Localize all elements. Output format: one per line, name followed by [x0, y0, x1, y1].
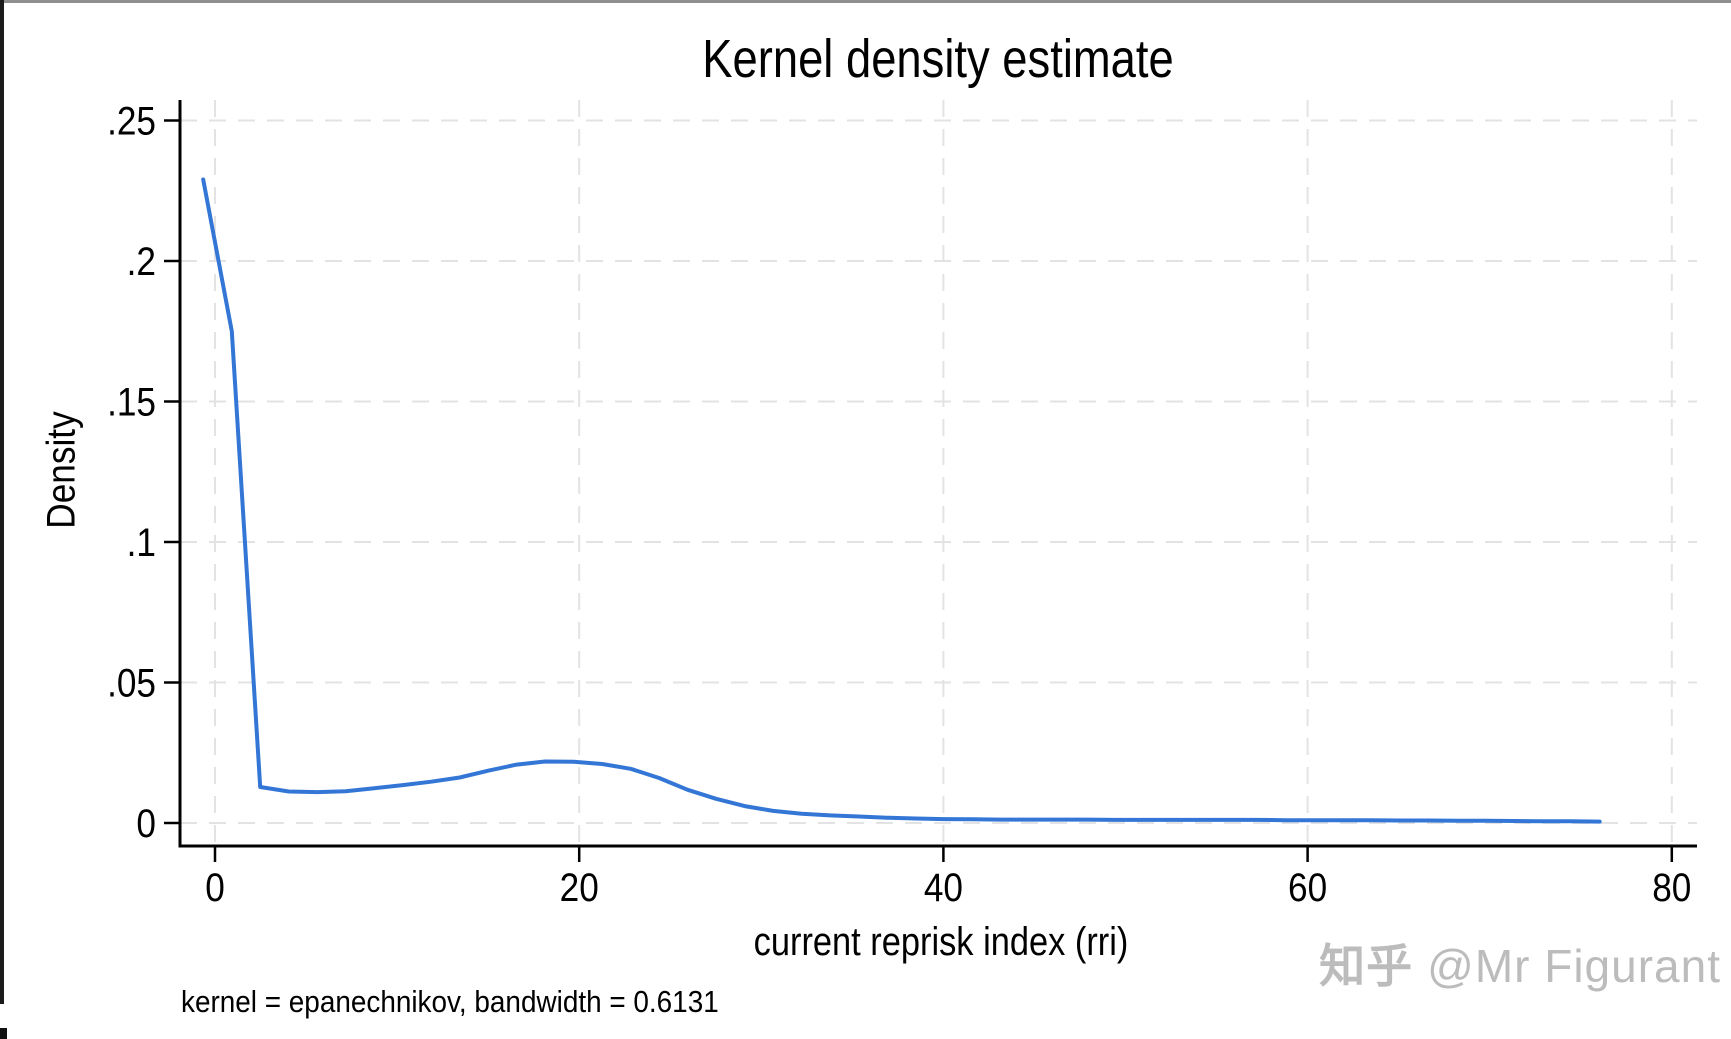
x-tick-label: 80 [1652, 865, 1691, 910]
kernel-note-text: kernel = epanechnikov, bandwidth = 0.613… [181, 984, 719, 1019]
watermark: 知乎 @Mr Figurant [1319, 930, 1721, 996]
y-tick-label: .2 [127, 239, 156, 284]
y-axis-label-text: Density [39, 411, 84, 529]
y-tick-label: .25 [107, 98, 156, 143]
y-tick-label: .15 [107, 379, 156, 424]
x-tick-label: 0 [205, 865, 225, 910]
chart-title: Kernel density estimate [657, 29, 1218, 89]
x-tick-label: 40 [924, 865, 963, 910]
chart-title-text: Kernel density estimate [702, 29, 1174, 89]
density-curve [201, 177, 1602, 824]
x-axis-label-text: current reprisk index (rri) [753, 920, 1129, 964]
y-tick-label: .1 [127, 520, 156, 565]
y-tick-label: .05 [107, 660, 156, 705]
x-axis-label: current reprisk index (rri) [723, 920, 1159, 965]
kernel-note: kernel = epanechnikov, bandwidth = 0.613… [181, 984, 778, 1020]
y-tick-label: 0 [136, 801, 156, 846]
bottom-left-mark [0, 1028, 7, 1039]
left-border-bar [0, 0, 4, 1004]
watermark-handle: @Mr Figurant [1427, 940, 1721, 992]
x-tick-label: 60 [1288, 865, 1327, 910]
x-tick-label: 20 [560, 865, 599, 910]
top-border-bar [0, 0, 1731, 3]
watermark-site: 知乎 [1319, 940, 1414, 992]
y-axis-label: Density [40, 403, 85, 536]
